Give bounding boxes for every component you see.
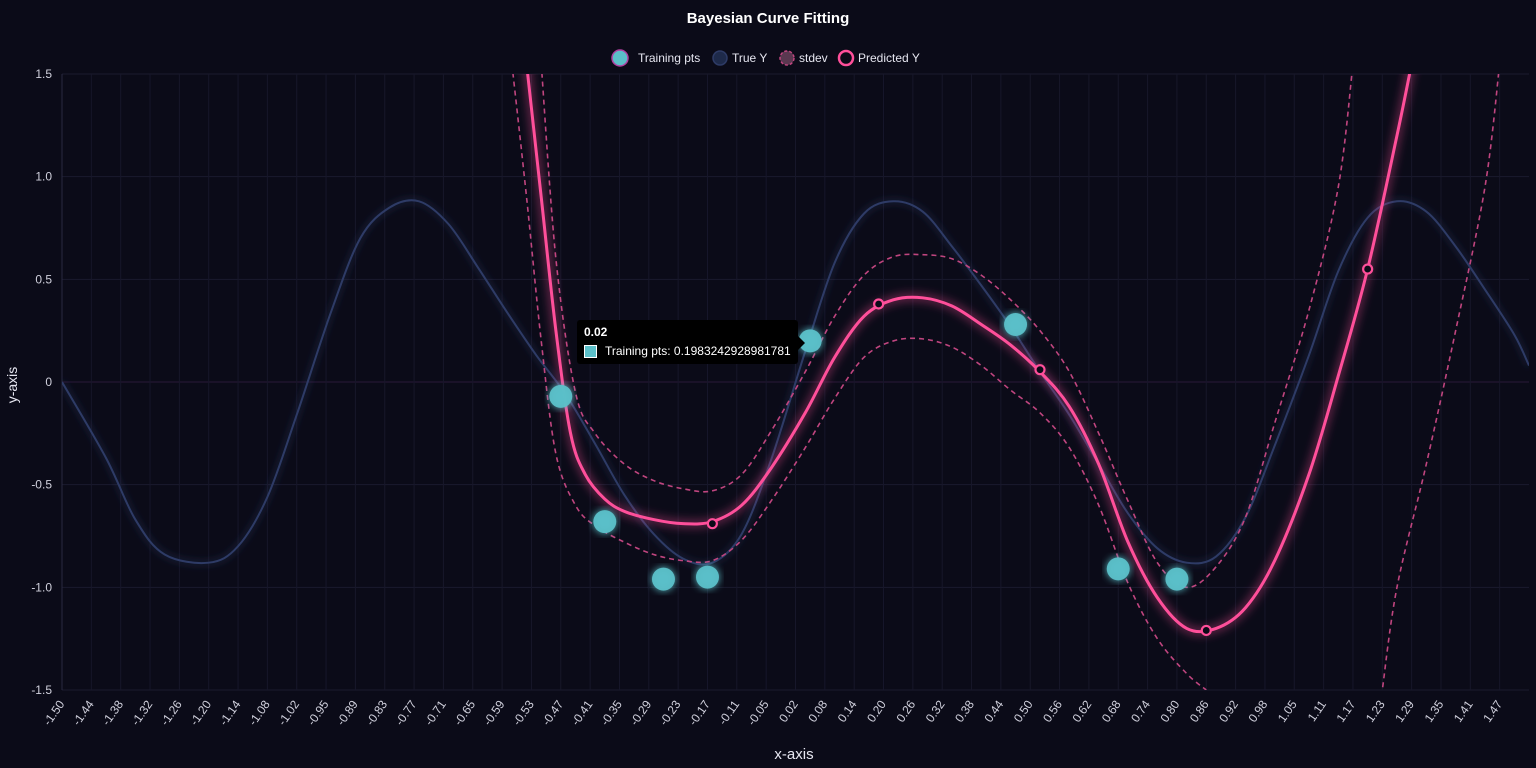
- x-tick-label: 0.08: [805, 697, 830, 724]
- stdev-line: [512, 74, 1207, 690]
- legend-swatch-training: [611, 49, 629, 67]
- x-tick-label: -1.20: [187, 697, 214, 728]
- legend-item-predicted[interactable]: Predicted Y: [837, 49, 920, 67]
- x-tick-label: 0.62: [1069, 697, 1094, 724]
- x-tick-label: -0.47: [539, 697, 566, 728]
- x-tick-label: -0.29: [627, 697, 654, 728]
- x-tick-label: -1.14: [216, 697, 243, 728]
- x-tick-label: 0.86: [1187, 697, 1212, 724]
- x-tick-label: -0.59: [480, 697, 507, 728]
- predicted-y-point[interactable]: [1362, 263, 1374, 275]
- plot-area[interactable]: [62, 64, 1529, 690]
- x-tick-label: -1.50: [40, 697, 67, 728]
- legend-item-training[interactable]: Training pts: [611, 49, 700, 67]
- chart-title: Bayesian Curve Fitting: [687, 10, 850, 27]
- x-tick-label: -0.53: [510, 697, 537, 728]
- y-tick-label: 0: [45, 375, 52, 389]
- legend-item-stdev[interactable]: stdev: [779, 50, 828, 66]
- tooltip-title: 0.02: [584, 325, 608, 339]
- y-tick-label: -1.5: [31, 683, 52, 697]
- predicted-y-point[interactable]: [1200, 624, 1212, 637]
- legend-swatch-stdev: [779, 50, 795, 66]
- x-tick-label: 1.47: [1480, 697, 1505, 724]
- x-tick-label: -0.65: [451, 697, 478, 728]
- x-tick-label: 1.17: [1334, 697, 1359, 724]
- x-tick-label: 0.92: [1216, 697, 1241, 724]
- x-tick-label: 0.20: [864, 697, 889, 724]
- x-tick-label: 1.23: [1363, 697, 1388, 724]
- legend[interactable]: Training pts True Y stdev Predicted Y: [611, 49, 920, 67]
- y-tick-label: -1.0: [31, 580, 52, 594]
- x-tick-label: 0.14: [835, 697, 860, 724]
- x-tick-label: -1.32: [128, 697, 155, 728]
- legend-label: Predicted Y: [858, 51, 920, 65]
- x-tick-label: 0.50: [1011, 697, 1036, 724]
- y-axis-label: y-axis: [4, 367, 20, 404]
- x-axis-label: x-axis: [774, 746, 813, 763]
- x-tick-label: -1.02: [275, 697, 302, 728]
- x-tick-label: -0.89: [334, 697, 361, 728]
- stdev-line: [541, 74, 1353, 589]
- tooltip-text: Training pts: 0.1983242928981781: [605, 344, 791, 358]
- legend-item-true[interactable]: True Y: [712, 50, 767, 66]
- x-tick-label: 1.05: [1275, 697, 1300, 724]
- y-tick-label: 0.5: [35, 272, 52, 286]
- x-tick-label: 0.80: [1158, 697, 1183, 724]
- x-tick-label: -0.41: [568, 697, 595, 728]
- x-tick-label: 0.44: [981, 697, 1006, 724]
- x-tick-label: 0.74: [1128, 697, 1153, 724]
- x-tick-label: 1.35: [1422, 697, 1447, 724]
- y-tick-label: 1.0: [35, 170, 52, 184]
- x-tick-label: 0.68: [1099, 697, 1124, 724]
- x-tick-label: 0.02: [776, 697, 801, 724]
- y-axis-ticks: 1.5 1.0 0.5 0 -0.5 -1.0 -1.5: [31, 67, 52, 697]
- x-tick-label: 0.32: [923, 697, 948, 724]
- training-point[interactable]: [1004, 313, 1028, 337]
- legend-label: Training pts: [638, 51, 700, 65]
- y-tick-label: -0.5: [31, 478, 52, 492]
- x-tick-label: -1.08: [246, 697, 273, 728]
- x-tick-label: -0.05: [744, 697, 771, 728]
- x-tick-label: 1.29: [1392, 697, 1417, 724]
- x-tick-label: -0.17: [686, 697, 713, 728]
- x-tick-label: -1.38: [99, 697, 126, 728]
- legend-swatch-predicted: [837, 49, 855, 67]
- x-tick-label: -1.26: [158, 697, 185, 728]
- tooltip: 0.02 Training pts: 0.1983242928981781: [577, 320, 805, 364]
- x-tick-label: 0.26: [893, 697, 918, 724]
- x-tick-label: -0.35: [598, 697, 625, 728]
- x-tick-label: 1.11: [1305, 697, 1330, 724]
- training-point[interactable]: [593, 510, 617, 534]
- predicted-y-point[interactable]: [873, 298, 885, 310]
- x-tick-label: -0.23: [656, 697, 683, 728]
- grid: [61, 73, 1529, 691]
- y-tick-label: 1.5: [35, 67, 52, 81]
- x-tick-label: 1.41: [1451, 697, 1476, 724]
- x-tick-label: 0.98: [1246, 697, 1271, 724]
- x-tick-label: -1.44: [70, 697, 97, 728]
- predicted-y-point[interactable]: [1034, 364, 1046, 376]
- training-point[interactable]: [1106, 557, 1130, 581]
- training-point[interactable]: [1165, 567, 1189, 591]
- predicted-y-point[interactable]: [706, 518, 718, 530]
- legend-swatch-true: [712, 50, 728, 66]
- legend-label: True Y: [732, 51, 767, 65]
- x-axis-ticks: -1.50 -1.44 -1.38 -1.32 -1.26 -1.20 -1.14 -1.08…: [40, 697, 1505, 728]
- predicted-y-line: [526, 74, 1412, 634]
- x-tick-label: -0.71: [422, 697, 449, 728]
- x-tick-label: -0.77: [392, 697, 419, 728]
- x-tick-label: -0.11: [716, 697, 743, 727]
- legend-label: stdev: [799, 51, 828, 65]
- x-tick-label: -0.83: [363, 697, 390, 728]
- stdev-line: [1381, 74, 1500, 690]
- training-point[interactable]: [549, 384, 573, 408]
- training-point[interactable]: [695, 565, 719, 589]
- x-tick-label: -0.95: [304, 697, 331, 728]
- x-tick-label: 0.56: [1040, 697, 1065, 724]
- training-point[interactable]: [651, 567, 675, 591]
- tooltip-swatch: [584, 344, 597, 358]
- x-tick-label: 0.38: [952, 697, 977, 724]
